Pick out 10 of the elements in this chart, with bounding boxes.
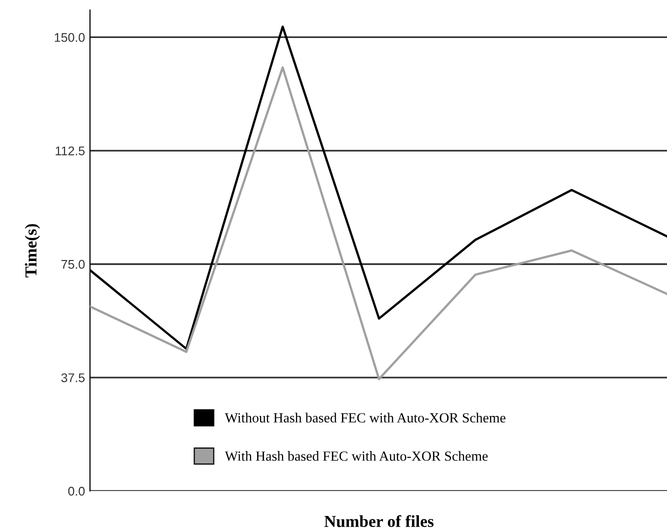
legend-label: Without Hash based FEC with Auto-XOR Scheme [224,412,506,423]
line-series [90,66,667,380]
y-axis-title: Time(s) [24,224,40,278]
y-tick-label: 150.0 [54,33,85,42]
legend-label: With Hash based FEC with Auto-XOR Scheme [224,451,488,461]
y-tick-label: 37.5 [61,373,85,382]
y-tick-label: 0.0 [68,486,85,496]
y-tick-label: 75.0 [61,260,85,269]
x-axis-title: Number of files [324,515,434,528]
y-tick-label: 112.5 [56,146,85,156]
